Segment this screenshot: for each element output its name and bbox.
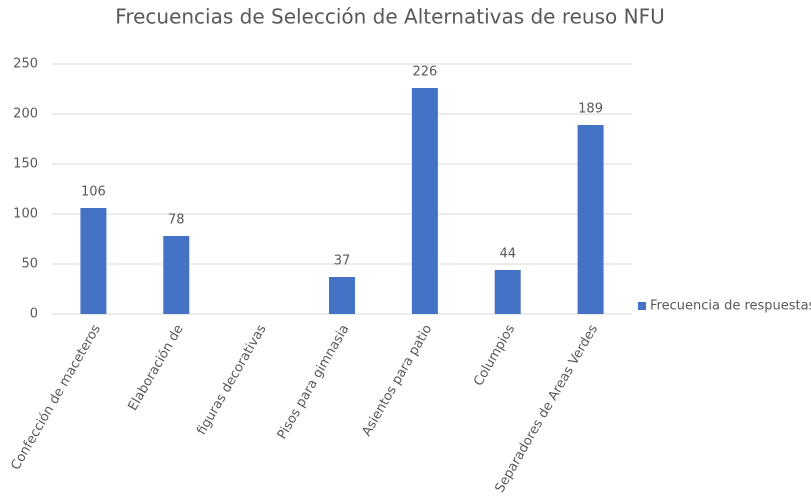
data-label: 44: [499, 247, 516, 262]
y-tick-label: 200: [13, 107, 38, 122]
data-label: 37: [334, 254, 351, 269]
y-tick-label: 150: [13, 157, 38, 172]
x-tick-label: figuras decorativas: [194, 322, 269, 438]
legend-label: Frecuencia de respuestas: [650, 299, 811, 314]
x-tick-label: Elaboración de: [125, 322, 186, 413]
bar: [329, 277, 355, 314]
bar: [163, 236, 190, 314]
x-tick-label: Asientos para patio: [359, 322, 435, 439]
data-label: 189: [578, 102, 603, 117]
x-tick-label: Separadores de Areas Verdes: [492, 322, 601, 495]
x-tick-label: Confección de maceteros: [8, 322, 104, 473]
x-tick-label: Pisos para gimnasia: [275, 322, 353, 442]
bar: [494, 270, 521, 314]
bar: [411, 88, 438, 314]
data-label: 226: [412, 65, 437, 80]
legend-swatch: [638, 302, 646, 310]
y-tick-label: 50: [21, 257, 38, 272]
data-label: 106: [81, 185, 106, 200]
bar: [577, 125, 604, 314]
chart-title: Frecuencias de Selección de Alternativas…: [115, 5, 664, 29]
y-tick-label: 0: [30, 307, 38, 322]
bar: [80, 208, 107, 314]
y-tick-label: 100: [13, 207, 38, 222]
data-label: 78: [168, 213, 185, 228]
y-tick-label: 250: [13, 57, 38, 72]
x-tick-label: Columpios: [471, 322, 518, 389]
